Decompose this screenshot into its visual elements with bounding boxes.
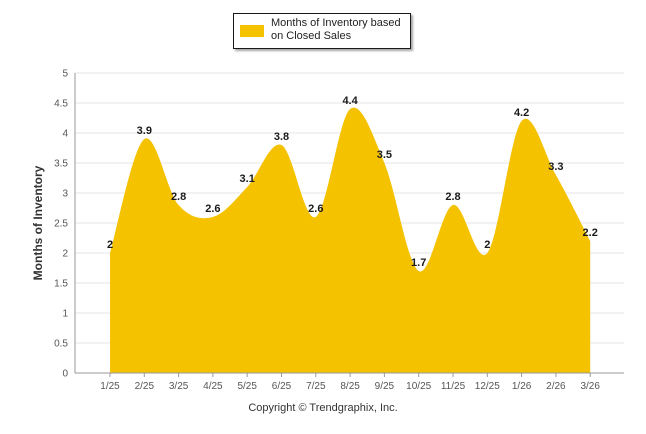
y-tick-label: 0.5 [54,339,68,350]
x-tick-label: 12/25 [475,381,500,392]
x-tick-label: 9/25 [375,381,395,392]
data-label: 3.1 [240,173,255,185]
x-tick-label: 2/26 [546,381,566,392]
y-tick-label: 3 [62,189,68,200]
data-label: 2.6 [205,203,220,215]
data-labels: 2 3.9 2.8 2.6 3.1 3.8 2.6 4.4 3.5 1.7 2.8 2 4.2 3.3 2.… [107,95,598,269]
y-tick-label: 4.5 [54,99,68,110]
area-layer [110,107,591,374]
x-tick-label: 8/25 [340,381,360,392]
y-tick-label: 3.5 [54,159,68,170]
y-tick-label: 0 [62,369,68,380]
data-label: 2 [484,239,490,251]
series-area [110,107,591,374]
x-tick-label: 5/25 [237,381,257,392]
data-label: 4.4 [342,95,358,107]
data-label: 2.2 [583,227,598,239]
y-tick-label: 5 [62,69,68,80]
y-tick-labels: 0 0.5 1 1.5 2 2.5 3 3.5 4 4.5 5 [54,69,68,380]
x-tick-label: 1/25 [100,381,120,392]
x-tick-label: 10/25 [406,381,431,392]
data-label: 3.9 [137,125,152,137]
axes [74,73,624,377]
legend-swatch [240,25,264,37]
y-tick-label: 4 [62,129,68,140]
x-tick-label: 4/25 [203,381,223,392]
data-label: 2.6 [308,203,323,215]
x-tick-label: 1/26 [512,381,532,392]
x-tick-label: 2/25 [135,381,155,392]
y-tick-label: 1.5 [54,279,68,290]
x-tick-label: 3/26 [580,381,600,392]
y-tick-label: 2 [62,249,68,260]
x-tick-label: 7/25 [306,381,326,392]
data-label: 3.8 [274,131,289,143]
y-axis-title: Months of Inventory [31,165,45,280]
data-label: 2.8 [445,191,460,203]
x-tick-label: 3/25 [169,381,189,392]
legend-label: Months of Inventory based on Closed Sale… [271,17,401,42]
data-label: 2 [107,239,113,251]
y-tick-label: 1 [62,309,68,320]
copyright-text: Copyright © Trendgraphix, Inc. [248,402,398,414]
data-label: 2.8 [171,191,186,203]
data-label: 3.3 [548,161,563,173]
data-label: 1.7 [411,257,426,269]
x-tick-labels: 1/25 2/25 3/25 4/25 5/25 6/25 7/25 8/25 9/25 10/2… [100,381,600,392]
x-tick-label: 6/25 [272,381,292,392]
legend: Months of Inventory based on Closed Sale… [233,13,411,49]
data-label: 4.2 [514,107,529,119]
y-tick-label: 2.5 [54,219,68,230]
x-tick-label: 11/25 [441,381,466,392]
data-label: 3.5 [377,149,392,161]
